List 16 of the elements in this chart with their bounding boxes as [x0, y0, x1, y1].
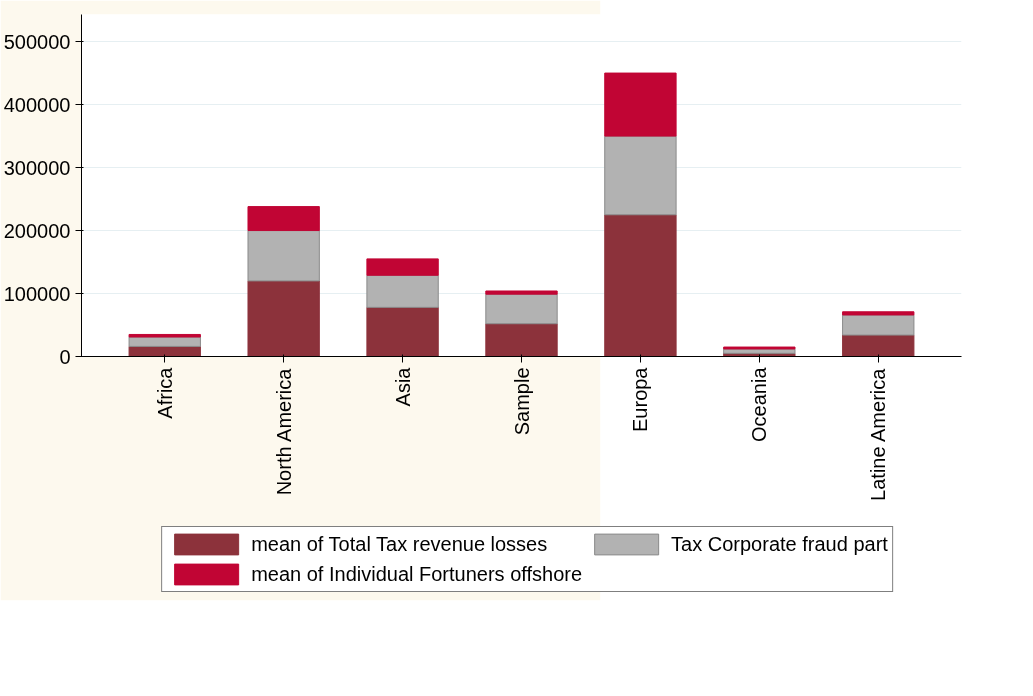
y-tick-label: 300000: [3, 156, 71, 179]
y-tick-label: 0: [59, 345, 71, 368]
y-tick-label: 100000: [3, 282, 71, 305]
x-tick-label: Latine America: [867, 367, 890, 501]
x-tick-label: Asia: [391, 366, 414, 407]
legend-label: mean of Total Tax revenue losses: [251, 532, 548, 556]
y-tick-label: 200000: [3, 219, 71, 242]
legend-label: mean of Individual Fortuners offshore: [251, 562, 583, 586]
y-tick-label: 400000: [3, 93, 71, 116]
y-tick-label: 500000: [3, 30, 71, 53]
x-tick-label: Sample: [510, 367, 533, 436]
legend-label: Tax Corporate fraud part: [671, 532, 888, 556]
x-tick-label: North America: [272, 367, 295, 496]
x-tick-label: Oceania: [748, 366, 771, 442]
x-tick-label: Europa: [629, 366, 652, 432]
x-tick-label: Africa: [153, 366, 176, 419]
